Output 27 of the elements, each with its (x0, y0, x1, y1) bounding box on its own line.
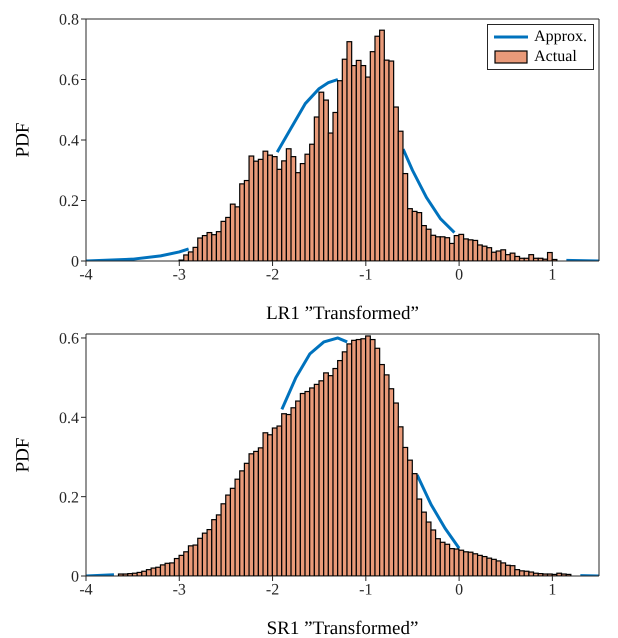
x-tick-label: -3 (172, 581, 186, 598)
x-tick-label: -1 (359, 266, 372, 284)
x-tick-label: -4 (79, 266, 93, 284)
legend-label: Approx. (534, 27, 587, 47)
x-tick-label: 1 (548, 266, 556, 284)
x-tick-label: 0 (455, 581, 464, 598)
legend-label: Actual (534, 47, 577, 67)
y-tick-label: 0.6 (59, 330, 79, 348)
y-tick-label: 0.6 (59, 72, 79, 90)
y-tick-label: 0.2 (59, 489, 79, 506)
x-tick-label: -4 (79, 581, 93, 598)
x-tick-label: -3 (172, 266, 186, 284)
y-tick-label: 0 (71, 568, 79, 586)
x-axis-title: SR1 ”Transformed” (266, 618, 418, 638)
x-tick-label: -2 (266, 581, 280, 598)
x-tick-label: 0 (455, 266, 464, 284)
y-axis-title: PDF (12, 438, 34, 472)
x-tick-label: 1 (548, 581, 556, 598)
y-axis-title: PDF (12, 122, 34, 158)
y-tick-label: 0 (71, 254, 79, 271)
y-tick-label: 0.4 (59, 132, 79, 150)
y-tick-label: 0.4 (59, 410, 79, 427)
y-tick-label: 0.2 (59, 193, 79, 210)
x-axis-title: LR1 ”Transformed” (266, 303, 419, 324)
x-tick-label: -1 (359, 581, 372, 598)
y-tick-label: 0.8 (59, 12, 79, 29)
x-tick-label: -2 (266, 266, 280, 284)
